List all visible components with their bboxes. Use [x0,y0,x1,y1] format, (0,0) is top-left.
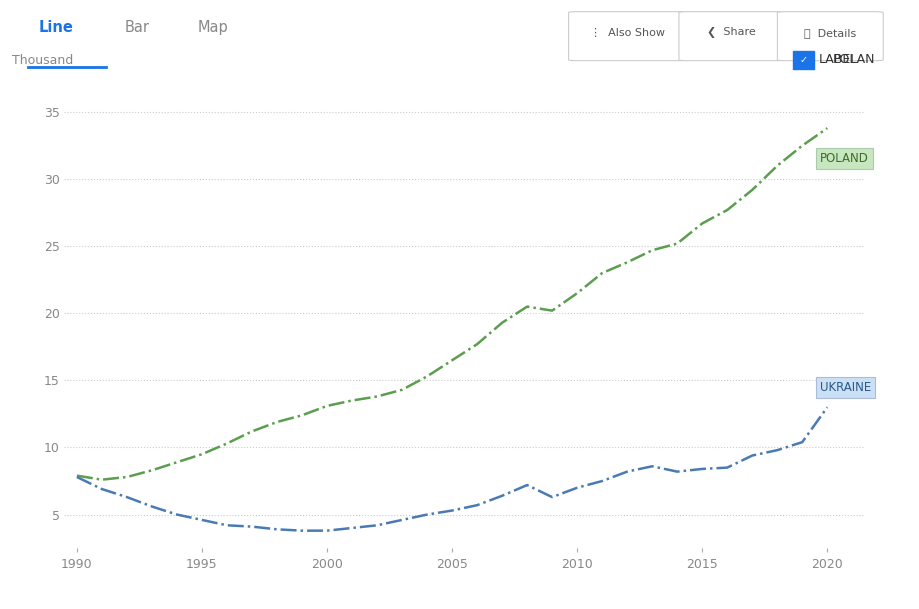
FancyBboxPatch shape [568,12,686,61]
Text: ⓘ  Details: ⓘ Details [803,28,856,38]
FancyBboxPatch shape [792,51,812,69]
Text: ⋮  Also Show: ⋮ Also Show [589,28,664,38]
Text: Line: Line [39,20,74,35]
Text: Bar: Bar [124,20,149,35]
Text: ✓: ✓ [799,55,806,65]
Text: POLAN: POLAN [832,54,874,66]
Text: LABEL: LABEL [818,54,857,66]
Text: UKRAINE: UKRAINE [819,381,870,394]
Text: POLAND: POLAND [819,152,868,165]
FancyBboxPatch shape [678,12,784,61]
Text: Thousand: Thousand [12,54,74,67]
Text: Map: Map [198,20,228,35]
FancyBboxPatch shape [777,12,882,61]
Text: ❮  Share: ❮ Share [707,27,755,38]
